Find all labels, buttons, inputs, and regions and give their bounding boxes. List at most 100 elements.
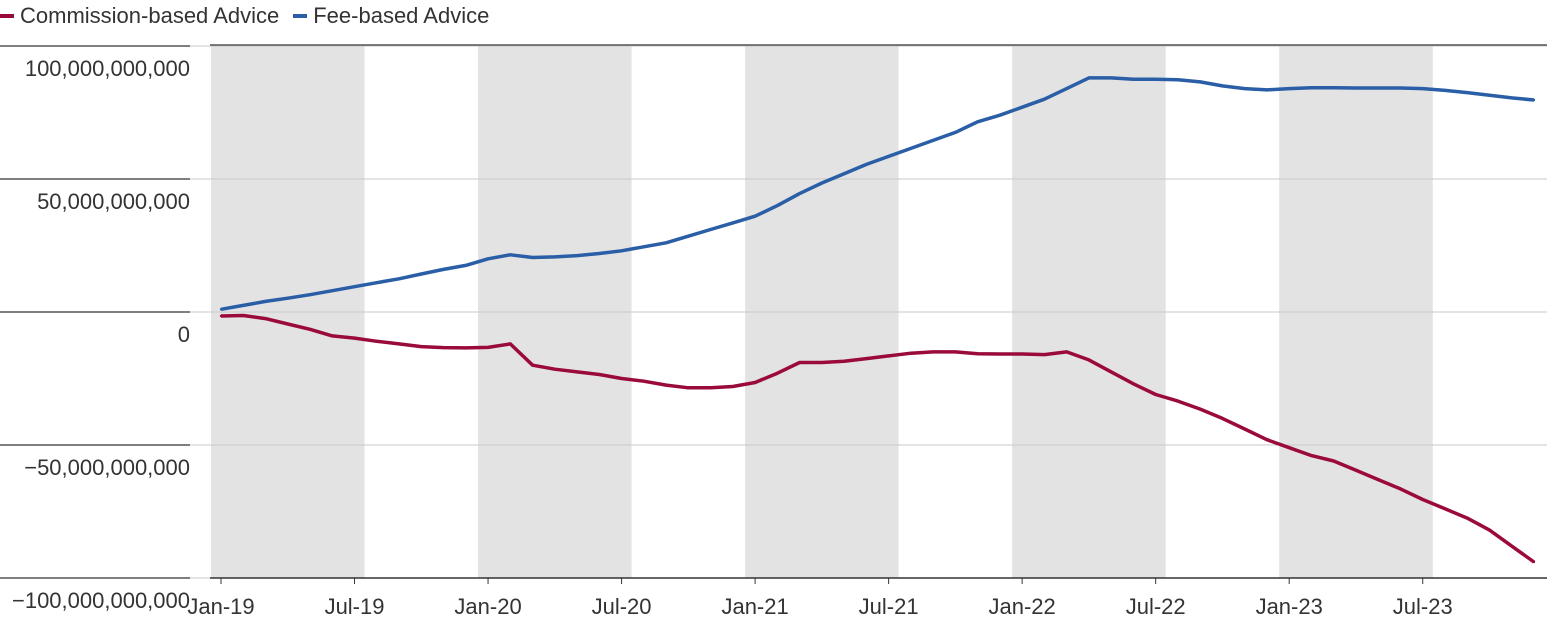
data-point-fee-24	[753, 215, 757, 218]
data-point-fee-53	[1399, 86, 1402, 90]
data-point-commission-56	[1466, 516, 1469, 520]
data-point-fee-23	[731, 221, 734, 225]
legend-label-commission: Commission-based Advice	[20, 3, 280, 28]
data-point-fee-19	[642, 245, 645, 248]
data-point-commission-4	[308, 328, 312, 331]
data-point-commission-23	[731, 385, 734, 388]
data-point-commission-8	[397, 342, 401, 346]
y-tick-label-3: −50,000,000,000	[24, 455, 190, 480]
data-point-fee-36	[1021, 106, 1024, 109]
data-point-commission-2	[264, 317, 267, 320]
y-tick-label-4: −100,000,000,000	[12, 588, 190, 613]
data-point-commission-52	[1377, 478, 1380, 481]
x-tick-label-6: Jan-22	[989, 594, 1056, 619]
legend-swatch-fee	[293, 14, 308, 18]
data-point-fee-33	[954, 131, 957, 134]
y-tick-label-2: 0	[178, 322, 190, 347]
data-point-fee-4	[308, 293, 312, 296]
data-point-commission-34	[976, 352, 979, 355]
x-tick-label-3: Jul-20	[592, 594, 652, 619]
x-tick-label-5: Jul-21	[859, 594, 919, 619]
data-point-fee-12	[486, 257, 490, 260]
data-point-fee-39	[1087, 76, 1091, 80]
data-point-commission-50	[1332, 459, 1335, 463]
data-point-commission-20	[664, 383, 668, 387]
data-point-commission-42	[1154, 393, 1157, 396]
data-point-commission-49	[1310, 454, 1313, 457]
data-point-commission-55	[1443, 507, 1447, 510]
data-point-commission-27	[820, 361, 824, 364]
legend-item-fee[interactable]: Fee-based Advice	[293, 3, 489, 29]
legend-swatch-commission	[0, 14, 14, 18]
data-point-fee-48	[1288, 87, 1291, 90]
data-point-commission-48	[1288, 446, 1291, 449]
data-point-commission-45	[1221, 417, 1224, 420]
data-point-fee-59	[1532, 98, 1536, 102]
data-point-fee-52	[1377, 86, 1380, 90]
data-point-commission-15	[553, 368, 556, 371]
data-point-commission-51	[1354, 469, 1358, 472]
data-point-fee-55	[1443, 89, 1447, 92]
data-point-commission-12	[486, 346, 490, 349]
data-point-fee-34	[976, 120, 979, 124]
chart-legend: Commission-based Advice Fee-based Advice	[0, 2, 503, 30]
data-point-fee-10	[442, 268, 445, 271]
data-point-commission-59	[1532, 560, 1536, 564]
data-point-fee-47	[1265, 88, 1269, 92]
data-point-commission-5	[331, 334, 334, 338]
data-point-commission-35	[998, 352, 1002, 356]
data-point-commission-33	[954, 350, 957, 354]
data-point-commission-13	[509, 342, 512, 346]
data-point-commission-46	[1243, 427, 1246, 431]
data-point-fee-50	[1332, 86, 1335, 90]
data-point-commission-54	[1421, 498, 1424, 501]
data-point-commission-21	[687, 386, 690, 389]
data-point-fee-1	[242, 304, 245, 307]
data-point-commission-30	[887, 354, 890, 358]
data-point-fee-5	[331, 289, 334, 292]
data-point-fee-26	[798, 192, 801, 195]
data-point-fee-31	[909, 147, 913, 150]
data-point-commission-32	[931, 350, 935, 354]
data-point-fee-21	[687, 235, 690, 238]
data-point-commission-43	[1176, 399, 1180, 403]
data-point-commission-57	[1488, 528, 1491, 532]
data-point-fee-51	[1354, 86, 1358, 90]
data-point-commission-6	[353, 336, 356, 340]
data-point-fee-3	[286, 297, 289, 300]
data-point-fee-46	[1243, 87, 1246, 90]
data-point-commission-10	[442, 346, 445, 349]
data-point-fee-54	[1421, 87, 1424, 90]
data-point-fee-30	[887, 155, 890, 158]
data-point-fee-22	[709, 228, 712, 231]
data-point-commission-37	[1043, 353, 1046, 356]
data-point-fee-11	[464, 264, 467, 267]
x-tick-label-4: Jan-21	[721, 594, 788, 619]
data-point-commission-41	[1132, 382, 1135, 385]
data-point-fee-56	[1466, 91, 1469, 94]
data-point-fee-25	[776, 204, 779, 207]
data-point-fee-6	[353, 285, 356, 288]
data-point-fee-40	[1110, 76, 1113, 80]
series-line-commission	[220, 313, 1536, 564]
data-point-commission-7	[375, 340, 378, 343]
data-point-commission-1	[242, 314, 245, 317]
data-point-commission-53	[1399, 487, 1402, 491]
data-point-fee-45	[1221, 84, 1224, 88]
data-point-fee-43	[1176, 78, 1180, 82]
legend-item-commission[interactable]: Commission-based Advice	[0, 3, 279, 29]
data-point-commission-16	[575, 370, 579, 374]
data-point-fee-58	[1510, 96, 1513, 100]
data-point-fee-0	[219, 308, 223, 311]
data-point-fee-44	[1199, 80, 1202, 84]
data-point-fee-16	[575, 254, 579, 257]
data-point-commission-38	[1065, 350, 1068, 354]
x-tick-label-7: Jul-22	[1126, 594, 1186, 619]
legend-label-fee: Fee-based Advice	[313, 3, 490, 28]
x-tick-label-1: Jul-19	[325, 594, 385, 619]
data-point-commission-58	[1510, 544, 1513, 548]
data-point-commission-24	[753, 381, 757, 384]
data-point-fee-20	[664, 241, 668, 244]
data-point-fee-57	[1488, 94, 1491, 97]
